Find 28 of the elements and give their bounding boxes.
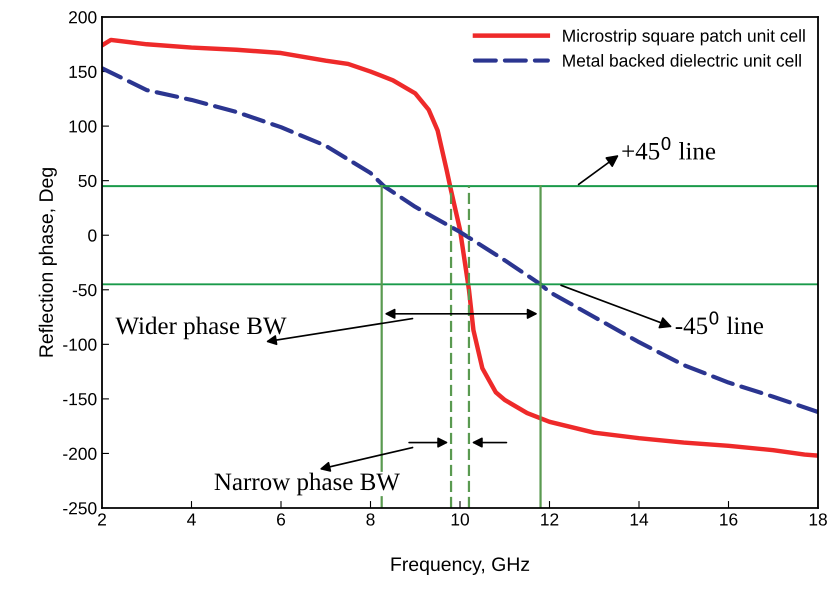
- line-series: [102, 66, 818, 414]
- x-axis-title: Frequency, GHz: [392, 557, 530, 575]
- y-axis-title: Reflection phase, Deg: [38, 168, 57, 357]
- y-tick-label: -200: [63, 448, 96, 460]
- annotation: Wider phase BW: [115, 316, 287, 340]
- x-tick-label: 6: [277, 513, 286, 526]
- y-tick-label: -250: [63, 502, 96, 514]
- annotation: Narrow phase BW: [214, 472, 400, 496]
- x-tick-label: 10: [452, 513, 469, 526]
- x-tick-label: 16: [720, 513, 738, 526]
- y-tick-label: 100: [70, 120, 96, 133]
- legend-label: Metal backed dielectric unit cell: [563, 54, 801, 67]
- legend-label: Microstrip square patch unit cell: [563, 29, 805, 46]
- x-tick-label: 14: [630, 514, 648, 526]
- y-tick-label: 0: [88, 229, 96, 242]
- ref-line-label: +45$^{0}$ line: [622, 136, 716, 160]
- x-tick-label: 2: [98, 513, 106, 526]
- x-tick-label: 18: [810, 513, 827, 526]
- y-tick-label: -100: [63, 338, 96, 351]
- y-tick-label: -50: [72, 284, 96, 296]
- y-tick-label: -150: [63, 393, 96, 406]
- x-tick-label: 12: [541, 513, 558, 526]
- y-tick-label: 200: [69, 11, 96, 24]
- y-tick-label: 150: [70, 66, 96, 78]
- ref-line-label: -45$^{0}$ line: [676, 311, 764, 334]
- y-tick-label: 50: [78, 174, 96, 188]
- x-tick-label: 4: [187, 514, 196, 526]
- x-tick-label: 8: [366, 513, 375, 526]
